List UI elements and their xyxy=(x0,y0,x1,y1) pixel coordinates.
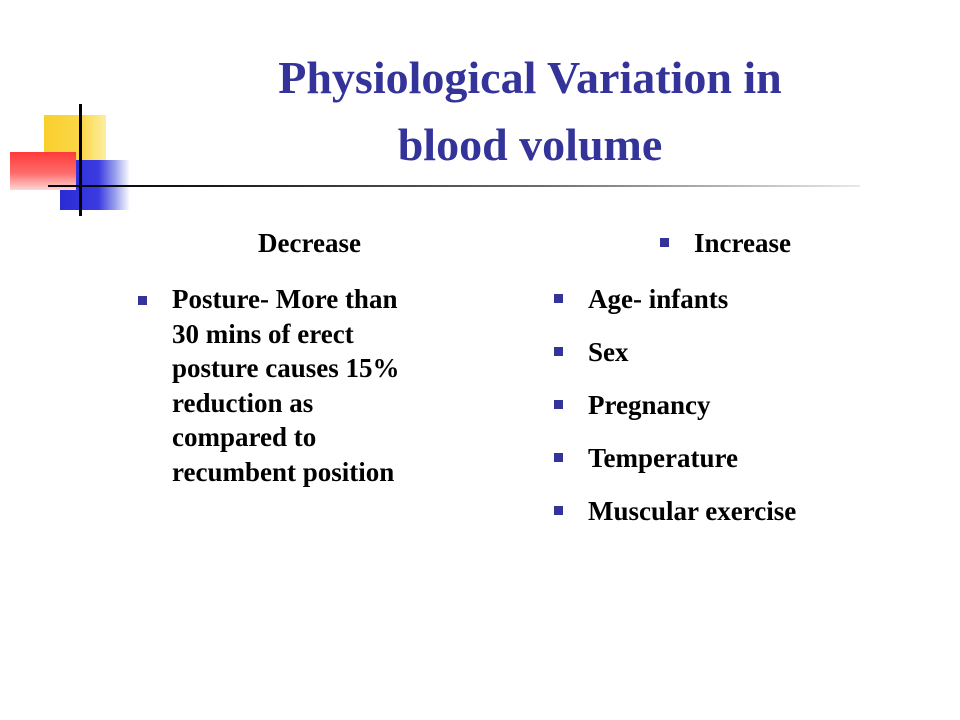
title-line-1: Physiological Variation in xyxy=(278,52,782,103)
text-line: reduction as xyxy=(172,387,314,418)
title-underline xyxy=(48,185,860,187)
increase-item: Age- infants xyxy=(588,284,729,314)
bullet-icon xyxy=(554,400,563,409)
text-line: Posture- More than xyxy=(172,284,398,314)
text-line: compared to xyxy=(172,422,317,452)
bullet-icon xyxy=(554,347,563,356)
bullet-icon xyxy=(554,294,563,303)
increase-heading: Increase xyxy=(694,228,791,258)
increase-item: Temperature xyxy=(588,443,738,473)
increase-item: Pregnancy xyxy=(588,390,711,420)
text-line: 30 mins of erect xyxy=(172,318,354,349)
increase-item: Sex xyxy=(588,337,629,367)
text-line: posture causes 15% xyxy=(172,353,400,383)
bullet-icon xyxy=(554,453,563,462)
bullet-icon xyxy=(660,238,669,247)
decor-red-square xyxy=(10,152,76,190)
bullet-icon xyxy=(554,506,563,515)
increase-item: Muscular exercise xyxy=(588,496,797,526)
text-line: recumbent position xyxy=(172,456,395,487)
bullet-icon xyxy=(138,296,147,305)
title-line-2: blood volume xyxy=(397,119,663,170)
decor-vertical-line xyxy=(79,104,82,216)
decrease-item-posture: Posture- More than 30 mins of erect post… xyxy=(172,282,492,489)
slide-title: Physiological Variation in blood volume xyxy=(180,44,880,178)
decrease-heading: Decrease xyxy=(258,228,361,258)
